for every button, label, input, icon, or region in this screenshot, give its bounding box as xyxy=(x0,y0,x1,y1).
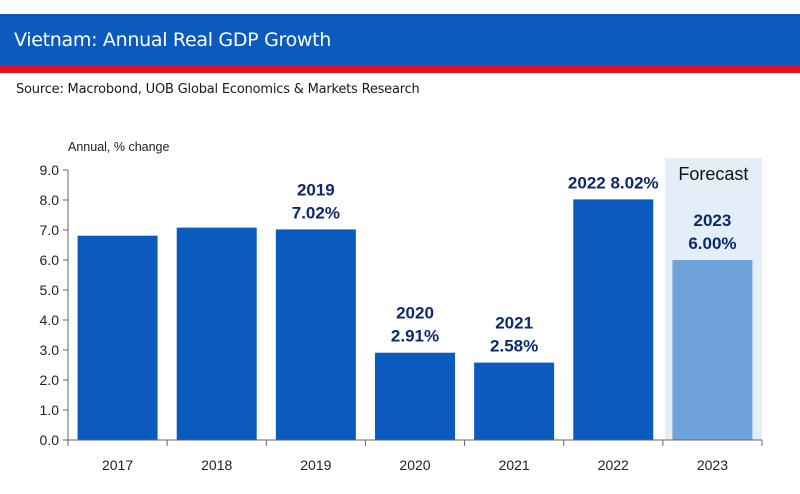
x-tick-label: 2022 xyxy=(598,457,629,473)
data-label-line: 6.00% xyxy=(688,234,736,253)
y-tick-label: 9.0 xyxy=(40,162,60,178)
y-tick-label: 0.0 xyxy=(40,432,60,448)
bar-2022 xyxy=(573,199,654,440)
data-label-2020: 2020 2.91% xyxy=(391,304,439,346)
data-label-line: 2019 xyxy=(297,180,335,199)
data-label-2021: 2021 2.58% xyxy=(490,314,538,356)
x-tick-label: 2019 xyxy=(300,457,331,473)
data-label-line: 2020 xyxy=(396,304,434,323)
data-label-2019: 2019 7.02% xyxy=(292,180,340,222)
bar-2020 xyxy=(375,352,455,440)
y-tick-label: 4.0 xyxy=(40,312,60,328)
y-tick-label: 3.0 xyxy=(40,342,60,358)
x-tick-label: 2018 xyxy=(201,457,232,473)
data-label-line: 7.02% xyxy=(292,203,340,222)
x-tick-label: 2017 xyxy=(102,457,133,473)
data-label-line: 2023 xyxy=(694,211,732,230)
header-bar xyxy=(0,14,800,66)
bar-2019 xyxy=(275,229,356,440)
data-label-line: 2.91% xyxy=(391,327,439,346)
data-label-line: 2021 xyxy=(495,314,533,333)
y-axis-label: Annual, % change xyxy=(68,140,170,154)
y-tick-label: 2.0 xyxy=(40,372,60,388)
y-tick-label: 1.0 xyxy=(40,402,60,418)
x-tick-label: 2021 xyxy=(499,457,530,473)
data-label-line: 2022 8.02% xyxy=(568,173,659,192)
x-tick-label: 2020 xyxy=(399,457,430,473)
data-label-2022: 2022 8.02% xyxy=(568,173,659,192)
chart-title: Vietnam: Annual Real GDP Growth xyxy=(14,29,332,51)
y-tick-label: 5.0 xyxy=(40,282,60,298)
data-label-line: 2.58% xyxy=(490,337,538,356)
y-tick-label: 7.0 xyxy=(40,222,60,238)
x-tick-label: 2023 xyxy=(697,457,728,473)
bar-2021 xyxy=(474,362,555,440)
header-accent-stripe xyxy=(0,66,800,73)
bar-2017 xyxy=(77,235,158,440)
source-note: Source: Macrobond, UOB Global Economics … xyxy=(16,82,420,97)
bar-2018 xyxy=(176,227,257,440)
y-tick-label: 6.0 xyxy=(40,252,60,268)
y-tick-label: 8.0 xyxy=(40,192,60,208)
bar-2023 xyxy=(672,260,753,440)
forecast-label: Forecast xyxy=(678,164,748,184)
data-label-2023: 2023 6.00% xyxy=(688,211,736,253)
